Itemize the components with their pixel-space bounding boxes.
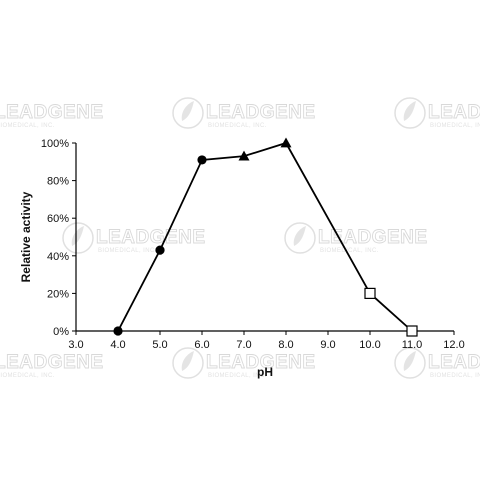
watermark-leaf-shape xyxy=(181,101,194,121)
watermark-brand: LEADGENE xyxy=(206,102,316,123)
x-axis-title: pH xyxy=(257,365,273,379)
x-ticks: 3.0 4.0 5.0 6.0 7.0 8.0 9.0 10.0 11.0 12.0 xyxy=(68,331,465,351)
watermark-tagline: BIOMEDICAL, INC. xyxy=(208,373,267,379)
y-tick-label: 100% xyxy=(41,138,69,150)
watermark-leaf-shape xyxy=(71,226,84,246)
y-tick-label: 80% xyxy=(47,176,69,188)
watermark-brand: LEADGENE xyxy=(206,352,316,373)
watermark-tagline: BIOMEDICAL, INC. xyxy=(430,373,480,379)
data-point-circle xyxy=(197,155,207,165)
x-tick-label: 9.0 xyxy=(320,339,335,351)
y-tick-label: 60% xyxy=(47,213,69,225)
x-tick-label: 6.0 xyxy=(194,339,209,351)
data-point-open-square xyxy=(406,325,418,337)
watermark-brand: LEADGENE xyxy=(428,102,480,123)
watermark-leaf-icon xyxy=(172,347,204,379)
watermark-leaf-shape xyxy=(181,351,194,371)
x-tick-label: 11.0 xyxy=(402,339,423,351)
watermark-leaf-shape xyxy=(403,101,416,121)
watermark-leaf-icon xyxy=(172,97,204,129)
watermark-leaf-icon xyxy=(394,97,426,129)
axes: 3.0 4.0 5.0 6.0 7.0 8.0 9.0 10.0 11.0 12.0 0% 20% 4… xyxy=(41,138,465,351)
watermark-tagline: BIOMEDICAL, INC. xyxy=(98,248,157,254)
watermark-brand: LEADGENE xyxy=(96,227,206,248)
watermark-brand: LEADGENE xyxy=(318,227,428,248)
y-tick-label: 0% xyxy=(53,326,69,338)
watermark-brand: LEADGENE xyxy=(428,352,480,373)
y-ticks: 0% 20% 40% 60% 80% 100% xyxy=(41,138,76,338)
watermark-brand: LEADGENE xyxy=(0,102,104,123)
y-axis-title: Relative activity xyxy=(19,191,33,282)
x-tick-label: 12.0 xyxy=(443,339,464,351)
data-point-triangle xyxy=(238,150,250,161)
watermark-leaf-icon xyxy=(394,347,426,379)
x-tick-label: 7.0 xyxy=(236,339,251,351)
watermark-leaf-icon xyxy=(284,222,316,254)
watermark-brand: LEADGENE xyxy=(0,352,104,373)
y-tick-label: 20% xyxy=(47,288,69,300)
watermark-tagline: BIOMEDICAL, INC. xyxy=(0,123,55,129)
watermark-leaf-icon xyxy=(62,222,94,254)
data-point-circle xyxy=(155,245,165,255)
x-tick-label: 5.0 xyxy=(152,339,167,351)
data-point-triangle xyxy=(280,137,292,148)
watermark-leaf-shape xyxy=(293,226,306,246)
x-tick-label: 3.0 xyxy=(68,339,83,351)
watermark-tagline: BIOMEDICAL, INC. xyxy=(208,123,267,129)
watermark-leaf-shape xyxy=(403,351,416,371)
plot-area xyxy=(113,137,418,337)
watermark-tagline: BIOMEDICAL, INC. xyxy=(0,373,55,379)
x-tick-label: 10.0 xyxy=(359,339,380,351)
data-point-circle xyxy=(113,326,123,336)
y-tick-label: 40% xyxy=(47,251,69,263)
data-point-open-square xyxy=(364,287,376,299)
x-tick-label: 8.0 xyxy=(278,339,293,351)
watermark-tagline: BIOMEDICAL, INC. xyxy=(320,248,379,254)
x-tick-label: 4.0 xyxy=(110,339,125,351)
watermark-tagline: BIOMEDICAL, INC. xyxy=(430,123,480,129)
